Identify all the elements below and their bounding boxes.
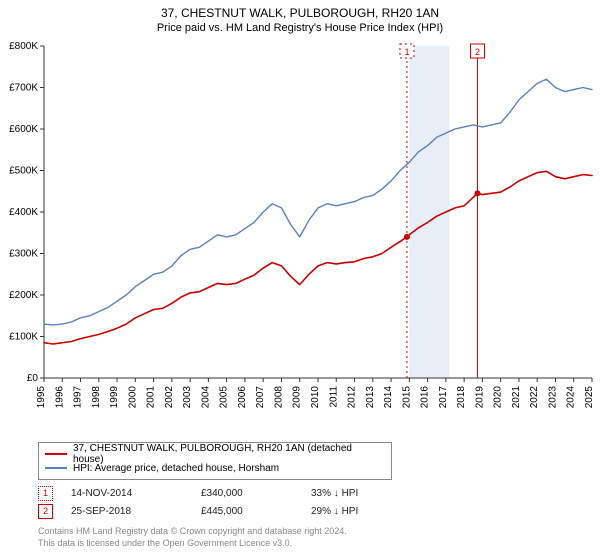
chart-area: £0 £100K £200K £300K £400K £500K £600K £700K £80… [0,38,600,438]
svg-text:2015: 2015 [401,386,412,409]
down-arrow-icon: ↓ [334,506,339,517]
legend-swatch-red [45,453,67,455]
svg-text:1995: 1995 [36,386,47,409]
ref-marker-box: 2 [38,504,53,519]
svg-text:2013: 2013 [365,386,376,409]
svg-text:1: 1 [404,47,409,57]
legend-label: HPI: Average price, detached house, Hors… [73,463,279,474]
page-title: 37, CHESTNUT WALK, PULBOROUGH, RH20 1AN [0,0,600,20]
svg-text:2008: 2008 [273,386,284,409]
svg-text:£100K: £100K [9,332,38,343]
svg-text:2021: 2021 [511,386,522,409]
legend: 37, CHESTNUT WALK, PULBOROUGH, RH20 1AN … [38,442,392,480]
svg-text:2001: 2001 [146,386,157,409]
svg-text:2009: 2009 [292,386,303,409]
svg-text:£300K: £300K [9,249,38,260]
legend-item: 37, CHESTNUT WALK, PULBOROUGH, RH20 1AN … [45,447,385,461]
reference-row: 1 14-NOV-2014 £340,000 33% ↓ HPI [38,484,588,502]
svg-text:1998: 1998 [91,386,102,409]
svg-text:2010: 2010 [310,386,321,409]
ref-price: £445,000 [201,506,311,517]
ref-date: 14-NOV-2014 [71,488,201,499]
ref-date: 25-SEP-2018 [71,506,201,517]
svg-text:2007: 2007 [255,386,266,409]
svg-text:£800K: £800K [9,41,38,52]
svg-text:2012: 2012 [347,386,358,409]
svg-text:£0: £0 [27,373,39,384]
down-arrow-icon: ↓ [334,488,339,499]
page-subtitle: Price paid vs. HM Land Registry's House … [0,20,600,38]
svg-text:1999: 1999 [109,386,120,409]
footer-attribution: Contains HM Land Registry data © Crown c… [38,526,588,549]
svg-text:2003: 2003 [182,386,193,409]
legend-swatch-blue [45,467,67,469]
svg-text:2004: 2004 [200,386,211,409]
svg-text:£700K: £700K [9,83,38,94]
ref-pct: 33% ↓ HPI [311,488,441,499]
svg-text:2017: 2017 [438,386,449,409]
svg-text:2020: 2020 [493,386,504,409]
svg-text:2011: 2011 [328,386,339,408]
svg-text:2025: 2025 [584,386,595,409]
svg-text:£400K: £400K [9,207,38,218]
svg-text:2006: 2006 [237,386,248,409]
footer-line: This data is licensed under the Open Gov… [38,538,588,550]
svg-text:2014: 2014 [383,386,394,409]
svg-text:2016: 2016 [420,386,431,409]
svg-text:2002: 2002 [164,386,175,409]
svg-text:2000: 2000 [127,386,138,409]
svg-text:2005: 2005 [219,386,230,409]
svg-text:2022: 2022 [529,386,540,409]
svg-text:2024: 2024 [566,386,577,409]
ref-pct: 29% ↓ HPI [311,506,441,517]
ref-price: £340,000 [201,488,311,499]
svg-text:2019: 2019 [474,386,485,409]
svg-text:£500K: £500K [9,166,38,177]
footer-line: Contains HM Land Registry data © Crown c… [38,526,588,538]
reference-table: 1 14-NOV-2014 £340,000 33% ↓ HPI 2 25-SE… [38,484,588,520]
svg-text:1997: 1997 [73,386,84,409]
ref-marker-box: 1 [38,486,53,501]
svg-text:1996: 1996 [54,386,65,409]
line-chart: £0 £100K £200K £300K £400K £500K £600K £700K £80… [0,38,600,438]
reference-row: 2 25-SEP-2018 £445,000 29% ↓ HPI [38,502,588,520]
svg-text:2018: 2018 [456,386,467,409]
svg-text:2023: 2023 [547,386,558,409]
svg-text:2: 2 [475,47,480,57]
svg-text:£600K: £600K [9,124,38,135]
svg-text:£200K: £200K [9,290,38,301]
